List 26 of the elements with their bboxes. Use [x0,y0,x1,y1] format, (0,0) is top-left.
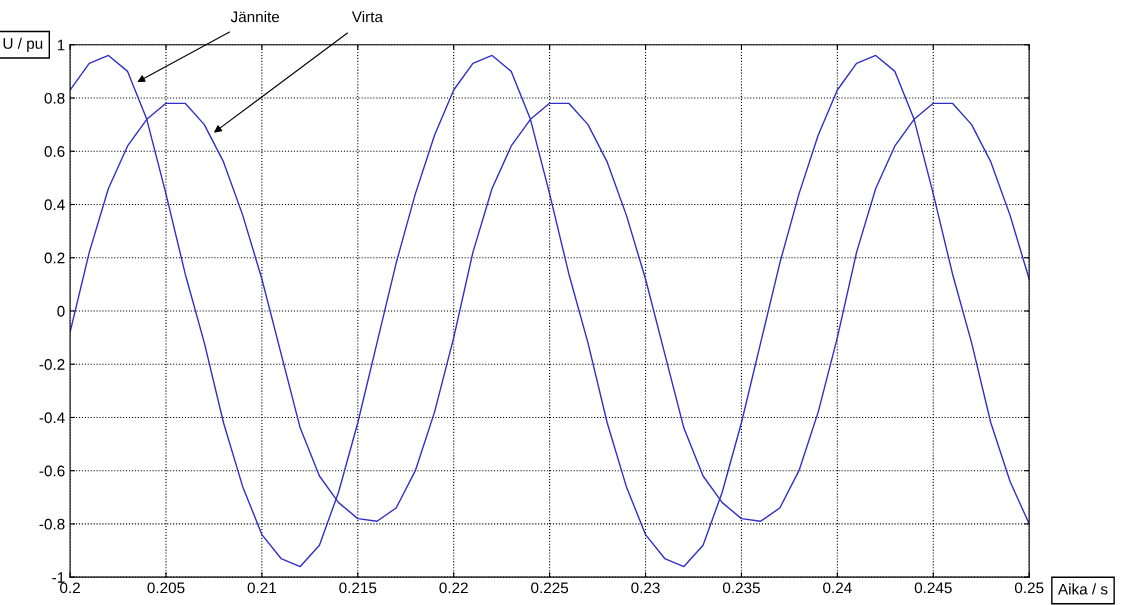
y-tick-label: 0 [57,305,65,317]
x-axis-title: Aika / s [1057,583,1108,595]
annotation: Virta [351,11,383,23]
line-series [70,54,1030,568]
annotation: Jännite [230,11,280,23]
y-axis-title: U / pu [3,37,43,52]
y-tick-label: 0.8 [44,92,65,104]
y-tick-label: 1 [57,39,65,51]
x-tick-label: 0.215 [339,582,377,594]
x-tick-label: 0.22 [439,582,468,594]
y-tick-label: -0.2 [39,359,65,370]
x-tick-label: 0.21 [247,582,277,594]
y-tick-label: 0.2 [44,252,65,264]
y-tick-label: -0.8 [39,518,65,530]
x-tick-label: 0.235 [722,582,760,594]
y-tick-label: -0.6 [39,465,65,477]
x-tick-label: 0.23 [631,582,660,594]
x-tick-label: 0.205 [147,582,185,594]
x-tick-label: 0.24 [823,582,852,594]
y-tick-label: -0.4 [39,412,65,424]
x-tick-label: 0.225 [531,582,569,594]
y-tick-label: 0.4 [44,199,65,211]
y-tick-label: 0.6 [44,146,65,157]
x-tick-label: 0.245 [914,582,952,594]
x-tick-label: 0.25 [1014,582,1044,594]
y-tick-label: -1 [52,572,65,583]
